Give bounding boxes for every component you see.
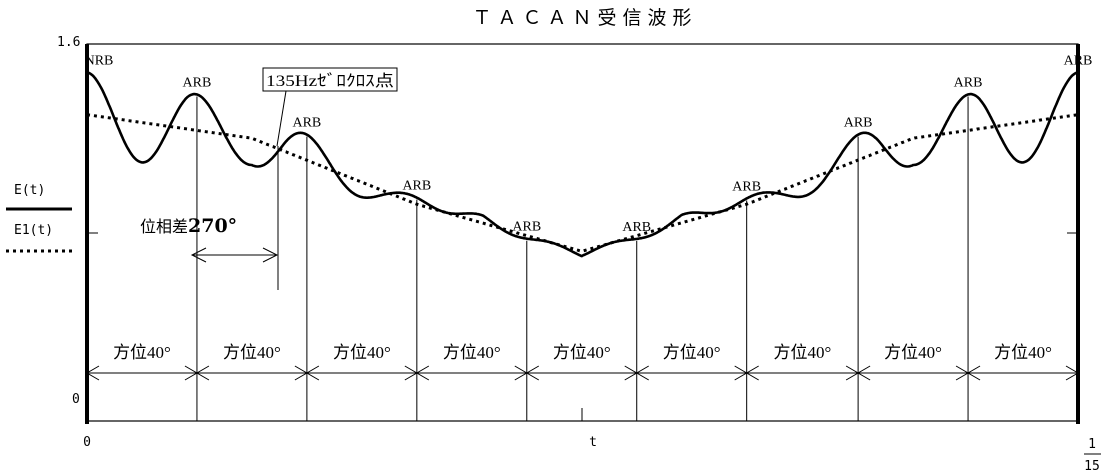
zero-cross-label-box <box>262 67 398 92</box>
bearing-arrow-head-left <box>635 365 649 381</box>
phase-difference-label: 位相差270° <box>140 215 237 237</box>
bearing-sector-label: 方位40° <box>223 343 281 362</box>
bearing-arrow-head-left <box>857 365 871 381</box>
y-tick-label-bottom: 0 <box>72 392 80 407</box>
bearing-sector-label: 方位40° <box>884 343 942 362</box>
bearing-sector-label: 方位40° <box>333 343 391 362</box>
bearing-sector-label: 方位40° <box>773 343 831 362</box>
bearing-arrow-head-left <box>745 365 759 381</box>
chart-title: ＴＡＣＡＮ受信波形 <box>472 7 697 29</box>
bearing-arrow-head-left <box>305 365 320 381</box>
bearing-sector-label: 方位40° <box>113 343 171 362</box>
arb-label: ARB <box>402 179 431 194</box>
legend-label-e1: E1(t) <box>14 223 53 238</box>
arb-label: ARB <box>954 75 983 90</box>
arb-label: ARB <box>1064 53 1093 68</box>
bearing-arrow-head-left <box>525 365 540 381</box>
arb-label: ARB <box>732 179 761 194</box>
bearing-arrow-head-left <box>415 365 430 381</box>
x-tick-label-left: 0 <box>83 435 91 450</box>
phase-arrow-head-right <box>262 247 279 263</box>
arb-label: ARB <box>183 75 212 90</box>
bearing-arrow-head-left <box>967 365 981 381</box>
x-axis-label: t <box>589 435 597 450</box>
y-tick-label-top: 1.6 <box>57 35 80 50</box>
bearing-arrow-head-left <box>86 365 100 381</box>
arb-label: ARB <box>844 116 873 131</box>
bearing-sector-label: 方位40° <box>443 343 501 362</box>
x-tick-label-right-numerator: 1 <box>1088 437 1096 452</box>
zero-cross-label: 135Hzｾﾞﾛｸﾛｽ点 <box>266 72 394 90</box>
legend-label-e: E(t) <box>14 183 45 198</box>
phase-arrow-head-left <box>190 247 207 263</box>
arb-label: ARB <box>292 116 321 131</box>
bearing-sector-label: 方位40° <box>663 343 721 362</box>
arb-label: ARB <box>512 220 541 235</box>
zero-cross-leader <box>276 90 287 147</box>
x-tick-label-right-denominator: 15 <box>1084 459 1100 473</box>
bearing-arrow-head-right <box>1065 365 1079 381</box>
bearing-sector-label: 方位40° <box>994 343 1052 362</box>
bearing-arrow-head-left <box>195 365 210 381</box>
arb-label: ARB <box>622 220 651 235</box>
nrb-label: NRB <box>85 53 114 68</box>
bearing-sector-label: 方位40° <box>553 343 611 362</box>
series-line-e <box>86 71 1079 258</box>
